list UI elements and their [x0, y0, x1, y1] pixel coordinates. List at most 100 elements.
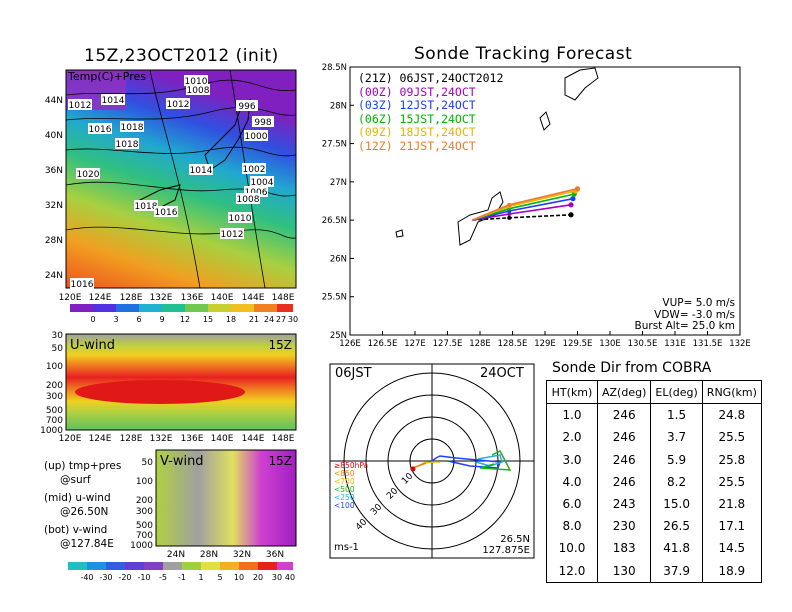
track-x-tick: 129.5E [563, 339, 593, 349]
sonde-params: VUP= 5.0 m/s VDW= -3.0 m/s Burst Alt= 25… [610, 297, 735, 333]
map-y-tick: 28N [45, 236, 63, 246]
tracking-chart: 126E 126.5E 127E 127.5E 128E 128.5E 129E 129.5E… [322, 63, 751, 349]
hodo-level: <850 [334, 469, 355, 478]
track-x-tick: 130E [599, 339, 621, 349]
col-header: AZ(deg) [596, 379, 652, 405]
u-y-tick: 700 [46, 416, 63, 426]
hodo-levels: ≥850hPa <850 <700 <500 <250 <100 [334, 462, 368, 510]
hodo-level: <100 [334, 501, 355, 510]
pressure-label: 1008 [186, 84, 210, 96]
table-row: 8.0 230 26.5 17.1 [546, 515, 762, 538]
pressure-labels: 1010 1008 1012 1014 1012 996 998 1016 10… [68, 75, 274, 290]
svg-text:1020: 1020 [77, 170, 100, 180]
pressure-label: 1016 [70, 278, 94, 290]
note-mid2: @26.50N [60, 506, 109, 518]
table-row: 1.0 246 1.5 24.8 [546, 403, 762, 427]
map-x-tick: 120E [59, 293, 82, 303]
map-y-tick: 44N [45, 96, 63, 106]
param-vup: VUP= 5.0 m/s [662, 297, 735, 309]
v-y-tick: 100 [136, 477, 153, 487]
track-x-tick: 131.5E [693, 339, 723, 349]
u-x-tick: 140E [211, 434, 234, 444]
pressure-label: 1014 [189, 164, 213, 176]
svg-text:1012: 1012 [69, 101, 92, 111]
pressure-label: 1012 [220, 228, 244, 240]
v-wind-time: 15Z [269, 454, 293, 468]
tracking-title: Sonde Tracking Forecast [414, 44, 633, 64]
col-header: HT(km) [546, 379, 598, 405]
v-y-tick: 50 [142, 458, 154, 468]
map-y-tick: 40N [45, 131, 63, 141]
hodo-level: <250 [334, 493, 355, 502]
v-wind-title: V-wind [160, 454, 204, 469]
track-point [507, 215, 512, 220]
u-y-tick: 200 [46, 381, 63, 391]
table-row: 6.0 243 15.0 21.8 [546, 492, 762, 516]
param-vdw: VDW= -3.0 m/s [654, 308, 735, 321]
svg-text:1010: 1010 [185, 77, 208, 87]
map-x-tick: 140E [211, 293, 234, 303]
svg-text:1010: 1010 [229, 214, 252, 224]
v-wind-panel: V-wind 15Z 50 100 200 300 500 700 1000 2… [130, 449, 297, 560]
map-y-axis: 44N 40N 36N 32N 28N 24N [45, 96, 63, 281]
track-x-tick: 130.5E [628, 339, 658, 349]
pressure-label: 1002 [242, 163, 266, 175]
note-up2: @surf [60, 474, 91, 486]
table-row: 4.0 246 8.2 25.5 [546, 470, 762, 493]
temp-colorbar-tick: 21 [249, 315, 259, 324]
v-colorbar-tick: -40 [80, 573, 93, 582]
track-y-tick: 26.5N [322, 216, 347, 226]
svg-text:1004: 1004 [251, 178, 274, 188]
svg-text:1014: 1014 [102, 96, 125, 106]
v-x-tick: 24N [167, 550, 185, 560]
map-y-tick: 24N [45, 271, 63, 281]
table-row: 3.0 246 5.9 25.8 [546, 448, 762, 471]
map-x-axis: 120E 124E 128E 132E 136E 140E 144E 148E [59, 293, 295, 303]
map-x-tick: 144E [242, 293, 265, 303]
pressure-label: 1020 [76, 168, 100, 180]
legend-entry: (12Z) 21JST,24OCT [358, 138, 476, 153]
v-colorbar-tick: -30 [99, 573, 112, 582]
track-y-tick: 26N [330, 254, 347, 264]
track-point [568, 202, 574, 208]
pressure-label: 1000 [244, 130, 268, 142]
svg-text:1000: 1000 [245, 132, 268, 142]
u-x-tick: 120E [59, 434, 82, 444]
svg-text:1016: 1016 [155, 208, 178, 218]
map-x-tick: 124E [89, 293, 112, 303]
v-colorbar-tick: -1 [178, 573, 186, 582]
temp-colorbar-tick: 3 [113, 315, 118, 324]
param-burst: Burst Alt= 25.0 km [634, 320, 735, 332]
note-mid: (mid) u-wind [44, 492, 111, 504]
svg-text:1008: 1008 [237, 195, 260, 205]
svg-text:1002: 1002 [243, 165, 266, 175]
u-x-tick: 132E [150, 434, 173, 444]
v-colorbar-tick: -20 [118, 573, 131, 582]
legend-entry: (21Z) 06JST,24OCT2012 [358, 71, 504, 85]
map-title: 15Z,23OCT2012 (init) [84, 46, 279, 66]
svg-text:1014: 1014 [190, 166, 213, 176]
track-x-tick: 127E [404, 339, 426, 349]
track-x-tick: 132E [729, 339, 751, 349]
v-x-tick: 28N [200, 550, 218, 560]
track-x-tick: 127.5E [433, 339, 463, 349]
hodo-level: <500 [334, 485, 355, 494]
u-wind-time: 15Z [269, 338, 293, 352]
track-point [570, 196, 576, 202]
island-outlines [395, 67, 599, 246]
temp-colorbar-tick: 0 [90, 315, 95, 324]
pressure-label: 1010 [228, 212, 252, 224]
track-y-tick: 25N [330, 331, 347, 341]
pressure-label: 996 [236, 100, 258, 112]
temp-colorbar: 0 3 6 9 12 15 18 21 24 27 30 [70, 304, 298, 324]
track-point [568, 212, 574, 218]
svg-text:1016: 1016 [89, 125, 112, 135]
track-x-tick: 126E [339, 339, 361, 349]
pressure-label: 1012 [166, 98, 190, 110]
temp-colorbar-tick: 24 [264, 315, 274, 324]
map-y-tick: 36N [45, 166, 63, 176]
svg-text:1012: 1012 [167, 100, 190, 110]
temp-colorbar-tick: 27 [276, 315, 286, 324]
pressure-label: 1018 [115, 138, 139, 150]
table-row: 12.0 130 37.9 18.9 [546, 559, 762, 583]
